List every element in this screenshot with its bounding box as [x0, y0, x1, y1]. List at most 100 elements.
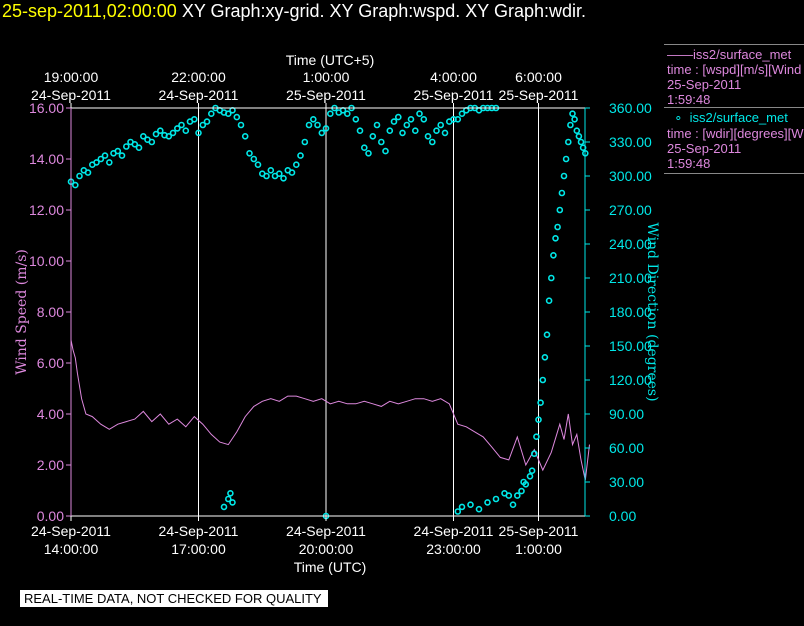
y-tick-label-right: 210.00 [609, 270, 652, 286]
x-tick-label-top-time: 4:00:00 [430, 69, 477, 85]
wind-direction-point [441, 129, 449, 137]
x-tick-label-top-time: 19:00:00 [44, 69, 99, 85]
wind-direction-point [420, 116, 428, 123]
wind-direction-point [416, 110, 423, 117]
wind-direction-point [72, 181, 79, 189]
wind-direction-point [318, 129, 326, 137]
wind-direction-point [569, 110, 576, 117]
wind-direction-point [458, 503, 466, 511]
wind-direction-point [552, 235, 559, 242]
wind-direction-point [135, 144, 143, 151]
wind-direction-point [152, 130, 160, 138]
wind-direction-point [365, 150, 372, 157]
wind-direction-point [577, 138, 585, 146]
wind-direction-point [275, 170, 283, 177]
wind-direction-point [227, 489, 234, 497]
x-tick-label-bottom-date: 25-Sep-2011 [499, 523, 579, 539]
wind-speed-line [70, 339, 590, 481]
wind-direction-point [343, 110, 351, 117]
wind-direction-point [394, 113, 402, 121]
y-tick-label-right: 300.00 [609, 168, 652, 184]
y-tick-label-right: 60.00 [609, 440, 644, 456]
wind-direction-point [545, 297, 553, 305]
y-tick-label-right: 0.00 [609, 508, 636, 524]
wind-direction-point [554, 223, 561, 231]
y-axis-label-left: Wind Speed (m/s) [14, 249, 30, 375]
legend-entry-wspd-time: 1:59:48 [667, 92, 711, 107]
wind-direction-point [458, 110, 466, 117]
wind-direction-point [575, 133, 583, 140]
wind-direction-point [191, 116, 198, 123]
wind-direction-point [233, 113, 241, 121]
wind-direction-point [297, 152, 304, 159]
legend-entry-wspd-line1: time : [wspd][m/s][Wind [667, 62, 802, 77]
wind-direction-point [314, 121, 321, 129]
wind-direction-point [229, 107, 236, 114]
x-tick-label-top-date: 24-Sep-2011 [31, 87, 111, 103]
wind-direction-point [433, 127, 440, 134]
wind-direction-point [567, 121, 574, 129]
y-tick-label-right: 180.00 [609, 304, 652, 320]
x-tick-label-bottom-date: 24-Sep-2011 [159, 523, 239, 539]
wind-direction-point [526, 472, 534, 480]
grid [198, 108, 539, 516]
wind-direction-point [123, 143, 130, 150]
wind-direction-point [246, 150, 253, 157]
wind-direction-point [356, 127, 364, 134]
wind-direction-point [556, 206, 564, 214]
wind-direction-point [84, 169, 92, 176]
y-tick-label-left: 4.00 [37, 406, 64, 422]
wind-direction-point [225, 495, 232, 503]
wind-direction-point [537, 399, 544, 407]
wind-direction-point [195, 129, 202, 137]
top-axis: 19:00:00 24-Sep-2011 22:00:00 24-Sep-2011 1:… [31, 69, 579, 108]
x-tick-label-bottom-time: 17:00:00 [171, 541, 226, 557]
wind-direction-point [539, 376, 547, 384]
wind-direction-point [369, 133, 377, 140]
wind-direction-point [558, 189, 566, 197]
y-tick-label-left: 12.00 [29, 202, 64, 218]
wind-direction-point [131, 141, 139, 148]
y-tick-label-left: 0.00 [37, 508, 64, 524]
chart-title: 25-sep-2011,02:00:00 XY Graph:xy-grid. X… [0, 0, 804, 26]
wind-direction-point [390, 118, 398, 125]
x-tick-label-top-time: 22:00:00 [171, 69, 226, 85]
wind-direction-point [579, 144, 587, 151]
wind-direction-point [148, 138, 156, 146]
x-tick-label-bottom-time: 20:00:00 [299, 541, 354, 557]
quality-disclaimer: REAL-TIME DATA, NOT CHECKED FOR QUALITY [20, 590, 328, 607]
wind-direction-point [518, 487, 525, 495]
wind-direction-point [509, 501, 517, 509]
wind-direction-point [241, 133, 249, 140]
wind-direction-point [535, 416, 542, 424]
legend-entry-wdir-date: 25-Sep-2011 [667, 141, 742, 156]
wind-direction-point [280, 175, 287, 182]
wind-direction-point [174, 125, 181, 132]
wind-direction-point [386, 127, 394, 134]
wind-direction-point [571, 116, 578, 123]
wind-direction-point [326, 110, 334, 117]
wind-direction-point [199, 121, 207, 129]
wind-direction-point [93, 159, 100, 166]
x-tick-label-bottom-time: 14:00:00 [44, 541, 99, 557]
wind-direction-point [437, 121, 445, 129]
wind-direction-point [407, 116, 415, 123]
wind-direction-point [543, 331, 551, 339]
wind-direction-point [208, 110, 215, 117]
series-wind-speed [70, 339, 590, 481]
wind-direction-point [254, 161, 262, 168]
y-tick-label-right: 150.00 [609, 338, 652, 354]
x-tick-label-top-date: 25-Sep-2011 [414, 87, 494, 103]
y-tick-label-right: 90.00 [609, 406, 644, 422]
x-axis-label-bottom: Time (UTC) [294, 559, 367, 575]
x-tick-label-top-date: 25-Sep-2011 [286, 87, 366, 103]
x-tick-label-bottom-date: 24-Sep-2011 [414, 523, 494, 539]
legend-entry-wdir: ∘ iss2/surface_met time : [wdir][degrees… [664, 107, 804, 174]
plot-frame [70, 107, 586, 517]
y-tick-label-left: 6.00 [37, 355, 64, 371]
x-tick-label-top-time: 6:00:00 [515, 69, 562, 85]
wind-direction-point [373, 121, 381, 129]
wind-direction-point [288, 169, 296, 176]
wind-direction-point [97, 155, 105, 163]
